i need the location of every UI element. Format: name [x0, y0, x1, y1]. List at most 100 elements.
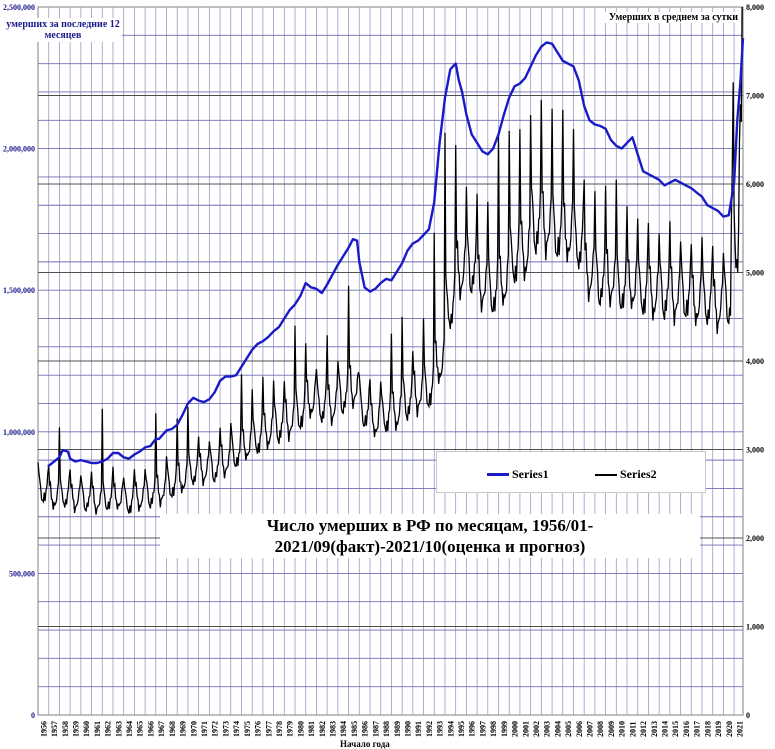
- y-right-tick-label: 0: [746, 711, 750, 720]
- x-tick-label: 1984: [339, 721, 348, 737]
- x-tick-label: 2001: [521, 721, 530, 737]
- x-tick-label: 2019: [714, 721, 723, 737]
- x-tick-label: 1973: [221, 721, 230, 737]
- x-tick-label: 1976: [254, 721, 263, 737]
- legend-swatch-series2: [595, 473, 617, 476]
- x-tick-label: 1975: [243, 721, 252, 737]
- x-tick-label: 1969: [179, 721, 188, 737]
- x-tick-label: 1978: [275, 721, 284, 737]
- y-left-axis: 0 500,000 1,000,000 1,500,000 2,000,000 2,500…: [3, 3, 35, 720]
- x-tick-label: 2014: [661, 721, 670, 737]
- legend-swatch-series1: [487, 473, 509, 476]
- x-tick-label: 2009: [607, 721, 616, 737]
- x-tick-label: 2010: [618, 721, 627, 737]
- x-tick-label: 2013: [650, 721, 659, 737]
- y-left-tick-label: 500,000: [9, 569, 35, 578]
- x-tick-label: 1986: [361, 721, 370, 737]
- y-left-tick-label: 1,500,000: [3, 286, 35, 295]
- x-tick-label: 1993: [436, 721, 445, 737]
- x-axis: 1956 1957 1958 1959 1960 1961 1962 1963 1964 1965…: [39, 721, 744, 737]
- x-tick-label: 2007: [586, 721, 595, 737]
- x-tick-label: 1963: [114, 721, 123, 737]
- x-tick-label: 1982: [318, 721, 327, 737]
- y-right-tick-label: 5,000: [746, 269, 764, 278]
- x-tick-label: 1992: [425, 721, 434, 737]
- x-tick-label: 1970: [189, 721, 198, 737]
- y-right-tick-label: 3,000: [746, 446, 764, 455]
- y-right-axis: 0 1,000 2,000 3,000 4,000 5,000 6,000 7,000 8,00…: [746, 3, 764, 720]
- x-tick-label: 1959: [71, 721, 80, 737]
- x-tick-label: 1968: [168, 721, 177, 737]
- series2-line: [37, 6, 743, 515]
- x-tick-label: 1981: [307, 721, 316, 737]
- x-tick-label: 2017: [693, 721, 702, 737]
- x-tick-label: 1989: [393, 721, 402, 737]
- x-tick-label: 2015: [671, 721, 680, 737]
- x-tick-label: 1974: [232, 721, 241, 737]
- y-left-tick-label: 2,500,000: [3, 3, 35, 12]
- x-tick-label: 2016: [682, 721, 691, 737]
- x-tick-label: 2000: [511, 721, 520, 737]
- x-tick-label: 1956: [39, 721, 48, 737]
- x-tick-label: 1971: [200, 721, 209, 737]
- x-tick-label: 1965: [136, 721, 145, 737]
- y-right-tick-label: 4,000: [746, 357, 764, 366]
- legend-label-series1: Series1: [512, 467, 549, 481]
- x-tick-label: 2018: [703, 721, 712, 737]
- x-tick-label: 1988: [382, 721, 391, 737]
- y-left-tick-label: 0: [31, 711, 35, 720]
- x-tick-label: 2006: [575, 721, 584, 737]
- y-right-tick-label: 1,000: [746, 623, 764, 632]
- y-left-tick-label: 1,000,000: [3, 428, 35, 437]
- x-tick-label: 1972: [211, 721, 220, 737]
- legend-item-series2: Series2: [595, 467, 657, 482]
- x-tick-label: 1995: [457, 721, 466, 737]
- x-tick-label: 2003: [543, 721, 552, 737]
- x-tick-label: 2008: [596, 721, 605, 737]
- legend: Series1 Series2: [436, 451, 706, 493]
- x-axis-title: Начало года: [340, 739, 390, 749]
- x-tick-label: 1960: [82, 721, 91, 737]
- x-tick-label: 1966: [146, 721, 155, 737]
- x-tick-label: 2020: [725, 721, 734, 737]
- x-tick-label: 1980: [296, 721, 305, 737]
- x-tick-label: 1964: [125, 721, 134, 737]
- x-tick-label: 2002: [532, 721, 541, 737]
- y-left-tick-label: 2,000,000: [3, 145, 35, 154]
- grid: [37, 6, 744, 716]
- x-tick-label: 1985: [350, 721, 359, 737]
- x-tick-label: 2021: [735, 721, 744, 737]
- x-tick-label: 1977: [264, 721, 273, 737]
- x-tick-label: 1998: [489, 721, 498, 737]
- y-right-axis-label: Умерших в среднем за сутки: [598, 12, 738, 23]
- x-tick-label: 1983: [329, 721, 338, 737]
- x-tick-label: 1979: [286, 721, 295, 737]
- x-tick-label: 1967: [157, 721, 166, 737]
- y-right-tick-label: 6,000: [746, 180, 764, 189]
- y-right-tick-label: 7,000: [746, 92, 764, 101]
- x-tick-label: 1997: [478, 721, 487, 737]
- legend-item-series1: Series1: [487, 467, 549, 482]
- x-tick-label: 2004: [553, 721, 562, 737]
- x-tick-label: 1996: [468, 721, 477, 737]
- x-tick-label: 1987: [371, 721, 380, 737]
- x-tick-label: 2012: [639, 721, 648, 737]
- x-tick-label: 1991: [414, 721, 423, 737]
- x-tick-label: 2005: [564, 721, 573, 737]
- x-tick-label: 1999: [500, 721, 509, 737]
- x-tick-label: 2011: [628, 721, 637, 737]
- y-left-axis-label: умерших за последние 12 месяцев: [4, 18, 122, 42]
- x-tick-label: 1962: [104, 721, 113, 737]
- legend-label-series2: Series2: [620, 467, 657, 481]
- x-tick-label: 1961: [93, 721, 102, 737]
- chart-title: Число умерших в РФ по месяцам, 1956/01-2…: [160, 514, 700, 558]
- x-tick-label: 1957: [50, 721, 59, 737]
- x-tick-label: 1958: [61, 721, 70, 737]
- series1-line: [47, 38, 745, 467]
- y-right-tick-label: 8,000: [746, 3, 764, 12]
- x-tick-label: 1990: [403, 721, 412, 737]
- series-lines: [37, 6, 745, 515]
- y-right-tick-label: 2,000: [746, 534, 764, 543]
- x-tick-label: 1994: [446, 721, 455, 737]
